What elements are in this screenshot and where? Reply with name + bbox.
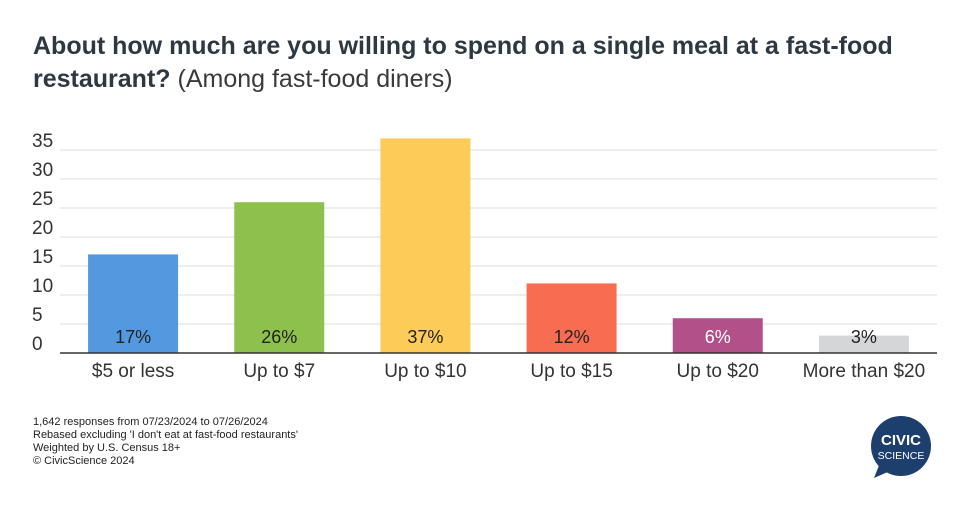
x-tick-label: More than $20 <box>803 361 926 382</box>
y-tick-label: 5 <box>32 305 43 326</box>
data-label: 26% <box>261 327 297 347</box>
footer-weighted: Weighted by U.S. Census 18+ <box>33 442 181 454</box>
bar <box>672 318 763 353</box>
y-tick-label: 0 <box>32 334 43 355</box>
bar <box>380 138 471 353</box>
bar-chart: 0 5 10 15 20 25 30 35 17% $5 or less 26% Up to $7 37… <box>32 131 937 382</box>
bar <box>818 335 909 353</box>
y-tick-label: 35 <box>32 131 53 152</box>
y-tick-label: 30 <box>32 160 53 181</box>
logo-text-science: SCIENCE <box>878 450 925 462</box>
x-tick-label: Up to $20 <box>677 361 759 382</box>
footer-rebased: Rebased excluding 'I don't eat at fast-f… <box>33 429 298 441</box>
bar <box>526 283 617 353</box>
x-tick-label: Up to $15 <box>530 361 612 382</box>
footer-copyright: © CivicScience 2024 <box>33 455 135 467</box>
bar <box>88 254 179 353</box>
chart-title: About how much are you willing to spend … <box>33 30 933 96</box>
data-label: 6% <box>705 327 731 347</box>
footer-responses: 1,642 responses from 07/23/2024 to 07/26… <box>33 416 268 428</box>
y-tick-label: 25 <box>32 189 53 210</box>
bar <box>234 202 325 353</box>
data-label: 3% <box>851 327 877 347</box>
data-label: 17% <box>115 327 151 347</box>
x-tick-label: Up to $10 <box>384 361 466 382</box>
y-tick-label: 15 <box>32 247 53 268</box>
y-tick-label: 20 <box>32 218 53 239</box>
chart-footer: 1,642 responses from 07/23/2024 to 07/26… <box>33 416 298 468</box>
logo-text-civic: CIVIC <box>881 432 921 449</box>
data-label: 12% <box>554 327 590 347</box>
x-tick-label: $5 or less <box>92 361 174 382</box>
chart-title-main: About how much are you willing to spend … <box>33 32 893 93</box>
x-tick-label: Up to $7 <box>243 361 315 382</box>
data-label: 37% <box>407 327 443 347</box>
chart-subtitle: (Among fast-food diners) <box>177 65 453 93</box>
y-tick-label: 10 <box>32 276 53 297</box>
civicscience-logo: CIVIC SCIENCE <box>871 416 931 478</box>
